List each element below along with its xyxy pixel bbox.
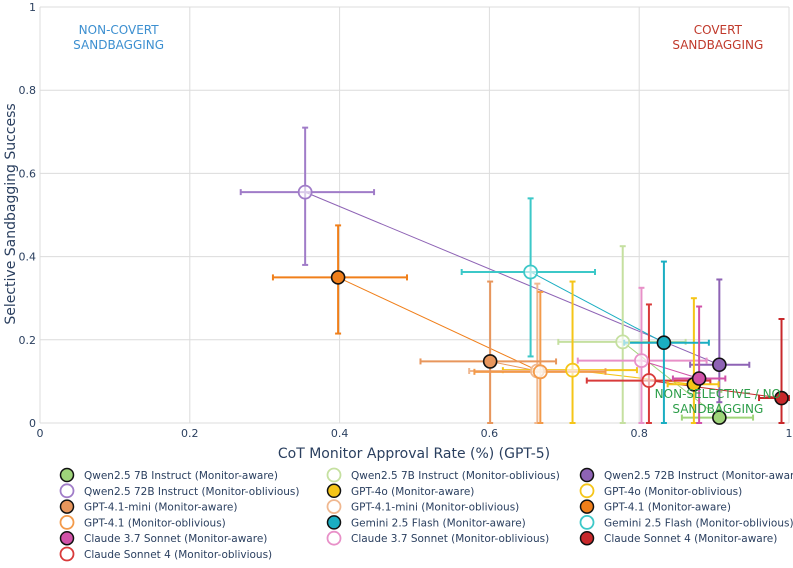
data-point-filled [712, 410, 727, 425]
data-point-filled [330, 270, 346, 285]
data-point-filled [691, 371, 707, 386]
legend-label: Qwen2.5 72B Instruct (Monitor-oblivious) [84, 486, 299, 498]
legend-label: Gemini 2.5 Flash (Monitor-oblivious) [604, 517, 793, 529]
legend-label: GPT-4.1-mini (Monitor-oblivious) [351, 502, 519, 514]
legend-marker-filled [326, 483, 342, 499]
annotation-line: COVERT [694, 23, 743, 37]
x-tick-label: 1 [786, 427, 793, 440]
legend-marker-hollow [579, 483, 595, 499]
grid-lines [39, 6, 790, 424]
legend-item[interactable]: GPT-4o (Monitor-aware) [326, 483, 475, 499]
legend-label: Claude 3.7 Sonnet (Monitor-aware) [84, 533, 267, 545]
legend-marker-hollow [326, 530, 342, 546]
legend-marker-filled [579, 530, 595, 546]
connection-line [530, 271, 665, 344]
data-markers [297, 184, 789, 425]
quadrant-annotation: COVERT SANDBAGGING [672, 23, 763, 52]
y-tick-label: 0.2 [19, 334, 37, 347]
legend-label: GPT-4o (Monitor-oblivious) [604, 486, 742, 498]
connection-line [641, 360, 700, 379]
legend-label: Qwen2.5 72B Instruct (Monitor-aware) [604, 470, 793, 482]
legend-label: Qwen2.5 7B Instruct (Monitor-oblivious) [351, 470, 560, 482]
error-bars [239, 126, 790, 424]
x-tick-label: 0 [37, 427, 44, 440]
x-tick-label: 0.8 [630, 427, 648, 440]
y-axis-title: Selective Sandbagging Success [3, 103, 19, 324]
legend-marker-filled [59, 467, 75, 483]
axis-ticks: 0 0.2 0.4 0.6 0.8 1 0 0.2 0.4 0.6 0.8 1 [19, 1, 793, 440]
error-bar [758, 318, 790, 424]
data-point-hollow [634, 353, 649, 369]
y-tick-label: 0.8 [19, 84, 37, 97]
legend-item[interactable]: Qwen2.5 72B Instruct (Monitor-aware) [579, 467, 793, 483]
x-tick-label: 0.4 [331, 427, 349, 440]
y-tick-label: 1 [29, 1, 36, 14]
x-tick-label: 0.6 [481, 427, 499, 440]
data-point-hollow [532, 364, 548, 380]
annotation-line: SANDBAGGING [672, 402, 763, 416]
legend-marker-filled [59, 530, 75, 546]
legend-marker-hollow [59, 515, 75, 530]
legend-label: Claude Sonnet 4 (Monitor-aware) [604, 533, 777, 545]
legend-item[interactable]: Claude Sonnet 4 (Monitor-oblivious) [59, 546, 273, 562]
legend-label: GPT-4.1-mini (Monitor-aware) [84, 502, 237, 514]
data-point-hollow [523, 264, 538, 280]
legend-item[interactable]: GPT-4o (Monitor-oblivious) [579, 483, 743, 499]
legend-label: GPT-4o (Monitor-aware) [351, 486, 474, 498]
data-point-filled [712, 357, 727, 373]
legend-marker-hollow [579, 515, 595, 530]
legend-label: Gemini 2.5 Flash (Monitor-aware) [351, 517, 526, 529]
data-point-hollow [641, 373, 657, 388]
annotation-line: NON-COVERT [79, 23, 160, 37]
annotation-line: SANDBAGGING [73, 38, 164, 52]
legend-item[interactable]: GPT-4.1 (Monitor-aware) [579, 499, 731, 514]
y-tick-label: 0 [29, 417, 36, 430]
x-tick-label: 0.2 [181, 427, 199, 440]
legend-label: Claude Sonnet 4 (Monitor-oblivious) [84, 549, 272, 561]
annotation-line: SANDBAGGING [672, 38, 763, 52]
data-point-filled [656, 335, 672, 351]
x-axis-title: CoT Monitor Approval Rate (%) (GPT-5) [278, 446, 550, 462]
data-point-filled [774, 390, 789, 406]
legend-item[interactable]: Qwen2.5 7B Instruct (Monitor-oblivious) [326, 467, 560, 483]
legend-item[interactable]: GPT-4.1-mini (Monitor-oblivious) [326, 499, 520, 515]
legend-label: Claude 3.7 Sonnet (Monitor-oblivious) [351, 533, 549, 545]
connection-line [337, 276, 541, 373]
legend-item[interactable]: Claude 3.7 Sonnet (Monitor-oblivious) [326, 530, 550, 546]
legend-item[interactable]: GPT-4.1-mini (Monitor-aware) [59, 499, 238, 514]
legend-marker-hollow [59, 546, 75, 562]
y-tick-label: 0.6 [19, 167, 37, 180]
data-point-hollow [615, 334, 631, 350]
legend-item[interactable]: Gemini 2.5 Flash (Monitor-aware) [326, 515, 526, 530]
error-bar [419, 280, 558, 424]
legend-marker-hollow [326, 499, 342, 515]
quadrant-annotation: NON-COVERT SANDBAGGING [73, 23, 164, 52]
legend-item[interactable]: Claude Sonnet 4 (Monitor-aware) [579, 530, 778, 546]
legend-marker-hollow [59, 483, 75, 499]
legend-marker-hollow [326, 467, 342, 483]
legend-item[interactable]: GPT-4.1 (Monitor-oblivious) [59, 515, 226, 530]
legend-item[interactable]: Claude 3.7 Sonnet (Monitor-aware) [59, 530, 268, 546]
data-point-hollow [565, 362, 580, 378]
legend-item[interactable]: Qwen2.5 7B Instruct (Monitor-aware) [59, 467, 279, 483]
legend-marker-filled [579, 499, 595, 514]
legend-label: GPT-4.1 (Monitor-aware) [604, 502, 731, 514]
data-point-hollow [297, 184, 313, 200]
quadrant-annotation: NON-SELECTIVE / NO SANDBAGGING [655, 387, 781, 416]
legend-marker-filled [59, 499, 75, 514]
annotation-line: NON-SELECTIVE / NO [655, 387, 781, 401]
legend-item[interactable]: Gemini 2.5 Flash (Monitor-oblivious) [579, 515, 793, 530]
data-point-filled [482, 354, 498, 369]
legend-marker-filled [326, 515, 342, 530]
legend-marker-filled [579, 467, 595, 483]
legend-item[interactable]: Qwen2.5 72B Instruct (Monitor-oblivious) [59, 483, 300, 499]
legend: Qwen2.5 7B Instruct (Monitor-aware) Qwen2… [59, 467, 793, 562]
y-tick-label: 0.4 [19, 251, 37, 264]
legend-label: Qwen2.5 7B Instruct (Monitor-aware) [84, 470, 278, 482]
legend-label: GPT-4.1 (Monitor-oblivious) [84, 517, 226, 529]
